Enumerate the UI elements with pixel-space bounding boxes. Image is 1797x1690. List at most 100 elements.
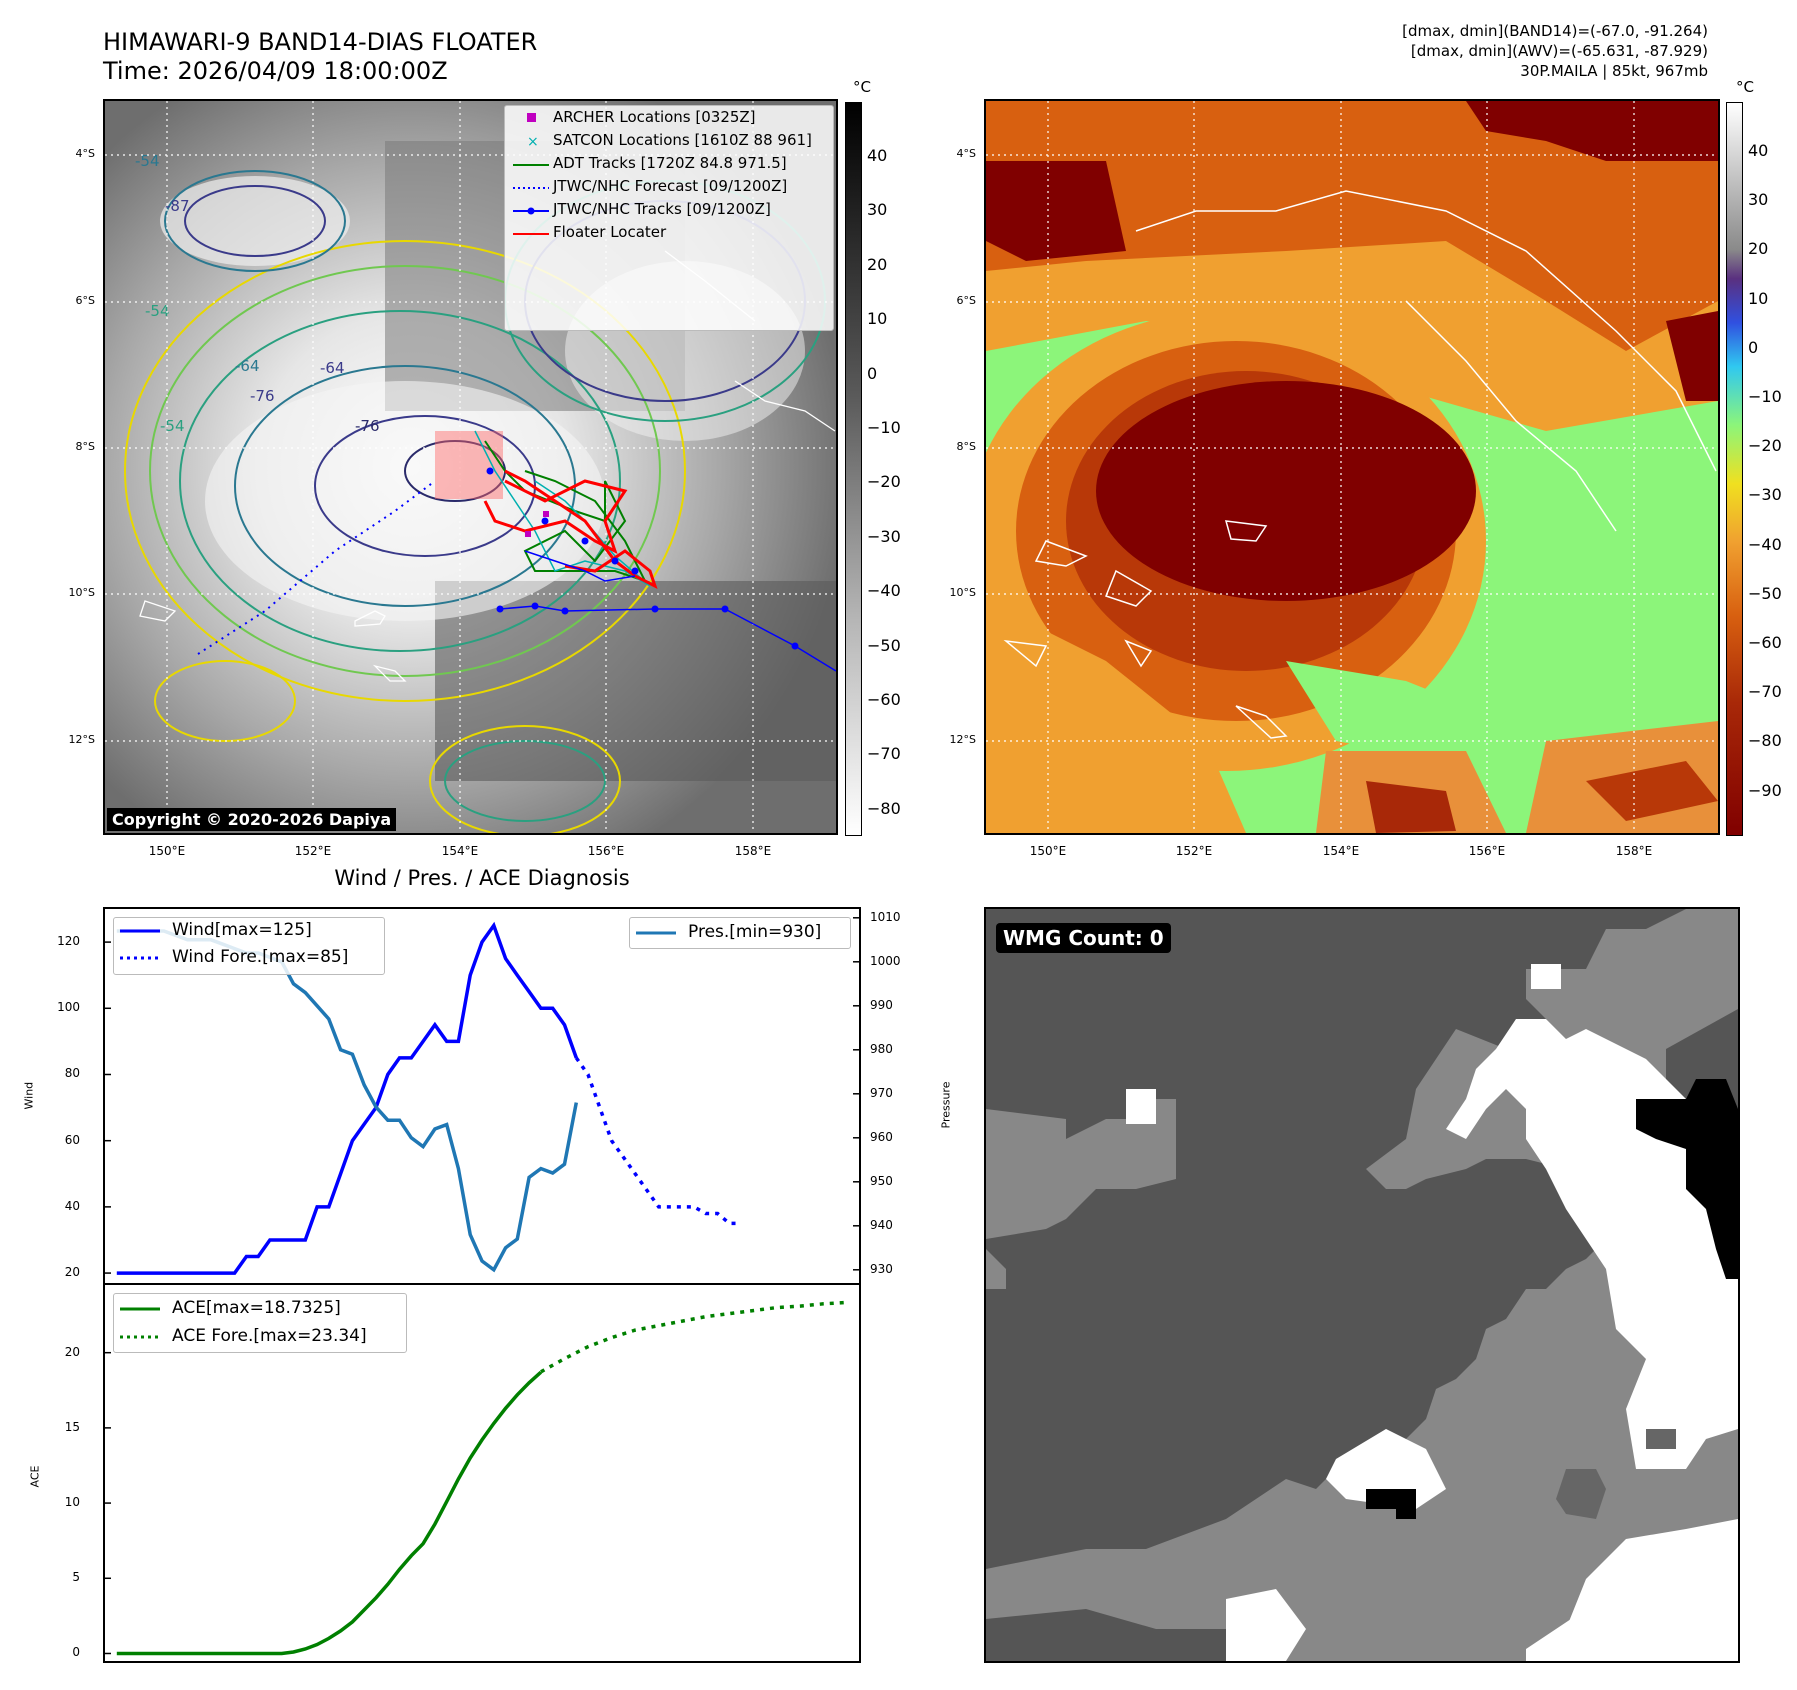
legend-wind-fore: Wind Fore.[max=85] — [120, 947, 349, 967]
pressure-legend: Pres.[min=930] — [629, 917, 851, 949]
pressure-tick: 1010 — [870, 909, 901, 924]
lon-label: 156°E — [1468, 844, 1506, 858]
legend-wind: Wind[max=125] — [120, 920, 312, 940]
ir-colorbar-tick: −10 — [867, 418, 901, 437]
wind-tick: 100 — [57, 1000, 80, 1015]
wind-legend: Wind[max=125] Wind Fore.[max=85] — [113, 917, 385, 975]
awv-colorbar-tick: 10 — [1748, 288, 1769, 308]
wind-line — [116, 921, 578, 1275]
lon-label: 158°E — [1615, 844, 1653, 858]
legend-floater: Floater Locater — [513, 223, 667, 241]
contour-label: -54 — [160, 417, 185, 435]
ir-colorbar-tick: −70 — [867, 744, 901, 764]
pressure-tick: 1000 — [870, 953, 901, 968]
lat-label: 10°S — [68, 586, 95, 599]
lon-label: 154°E — [1322, 844, 1360, 858]
wmg-image — [986, 909, 1738, 1661]
dmax-band14: [dmax, dmin](BAND14)=(-67.0, -91.264) — [1402, 22, 1708, 40]
pressure-tick: 950 — [870, 1173, 893, 1188]
diagnosis-title: Wind / Pres. / ACE Diagnosis — [334, 866, 630, 890]
wind-forecast-line — [574, 1056, 742, 1226]
figure-title: HIMAWARI-9 BAND14-DIAS FLOATER — [103, 28, 538, 56]
contour-label: -76 — [355, 417, 380, 435]
ace-chart — [105, 1300, 848, 1656]
awv-colorbar-tick: −70 — [1748, 682, 1782, 702]
lon-label: 154°E — [441, 844, 479, 858]
legend-ace-fore: ACE Fore.[max=23.34] — [120, 1326, 367, 1346]
lat-label: 4°S — [75, 147, 95, 160]
pressure-line — [116, 929, 579, 1273]
legend-archer: ARCHER Locations [0325Z] — [505, 106, 833, 129]
lat-label: 12°S — [949, 733, 976, 746]
pressure-axis-label: Pressure — [939, 1081, 953, 1129]
lon-label: 150°E — [148, 844, 186, 858]
awv-colorbar-tick: 0 — [1748, 337, 1759, 357]
pressure-tick: 930 — [870, 1261, 893, 1276]
ace-legend: ACE[max=18.7325] ACE Fore.[max=23.34] — [113, 1293, 407, 1353]
ace-tick: 5 — [72, 1570, 80, 1585]
ir-colorbar-unit: °C — [853, 78, 871, 96]
legend-ace: ACE[max=18.7325] — [120, 1298, 341, 1318]
awv-colorbar-tick: −90 — [1748, 780, 1782, 800]
legend-jtwc-tracks: JTWC/NHC Tracks [09/1200Z] — [505, 198, 833, 221]
ir-colorbar-tick: 40 — [867, 146, 888, 165]
ir-colorbar-tick: −40 — [867, 581, 901, 601]
figure-time: Time: 2026/04/09 18:00:00Z — [103, 57, 448, 85]
wind-pressure-panel: Wind[max=125] Wind Fore.[max=85] Pres.[m… — [103, 907, 861, 1285]
awv-colorbar-tick: −50 — [1748, 583, 1782, 603]
pressure-tick: 970 — [870, 1085, 893, 1100]
lat-label: 6°S — [75, 294, 95, 307]
ir-colorbar-tick: −50 — [867, 635, 901, 655]
pressure-tick: 960 — [870, 1129, 893, 1144]
map-legend: ARCHER Locations [0325Z] × SATCON Locatio… — [504, 105, 834, 331]
awv-map-image — [986, 101, 1718, 833]
legend-adt: ADT Tracks [1720Z 84.8 971.5] — [513, 154, 787, 172]
contour-label: -64 — [320, 359, 345, 377]
ace-tick: 10 — [64, 1495, 80, 1510]
pressure-tick: 990 — [870, 997, 893, 1012]
lon-label: 152°E — [294, 844, 332, 858]
wind-tick: 20 — [64, 1265, 80, 1280]
awv-map-panel — [984, 99, 1720, 835]
awv-colorbar-tick: −20 — [1748, 436, 1782, 456]
ir-colorbar-tick: −20 — [867, 472, 901, 492]
ir-colorbar-tick: −80 — [867, 798, 901, 818]
lon-label: 158°E — [734, 844, 772, 858]
wind-tick: 60 — [64, 1132, 80, 1147]
contour-label: -87 — [165, 197, 190, 215]
awv-colorbar-tick: −30 — [1748, 485, 1782, 505]
awv-colorbar-tick: −10 — [1748, 387, 1782, 406]
lon-label: 152°E — [1175, 844, 1213, 858]
legend-pres: Pres.[min=930] — [636, 922, 822, 942]
ace-tick: 15 — [64, 1419, 80, 1434]
awv-colorbar-unit: °C — [1736, 78, 1754, 96]
ir-colorbar-tick: 20 — [867, 254, 888, 274]
lon-label: 156°E — [587, 844, 625, 858]
legend-jtwc-forecast: JTWC/NHC Forecast [09/1200Z] — [513, 177, 788, 195]
ir-colorbar-tick: 0 — [867, 363, 878, 383]
lat-label: 4°S — [956, 147, 976, 160]
ace-panel: ACE[max=18.7325] ACE Fore.[max=23.34] — [103, 1283, 861, 1663]
ace-axis-label: ACE — [28, 1465, 42, 1488]
legend-satcon: × SATCON Locations [1610Z 88 961] — [527, 131, 812, 149]
awv-colorbar-tick: −60 — [1748, 633, 1782, 652]
lon-label: 150°E — [1029, 844, 1067, 858]
wind-tick: 120 — [57, 934, 80, 949]
awv-colorbar — [1726, 102, 1743, 836]
ir-colorbar-tick: 10 — [867, 309, 888, 329]
lat-label: 10°S — [949, 586, 976, 599]
pressure-tick: 940 — [870, 1217, 893, 1232]
contour-label: -54 — [145, 302, 170, 320]
storm-info: 30P.MAILA | 85kt, 967mb — [1520, 62, 1708, 80]
awv-colorbar-tick: −80 — [1748, 731, 1782, 751]
awv-colorbar-tick: 20 — [1748, 239, 1769, 259]
wmg-panel: WMG Count: 0 — [984, 907, 1740, 1663]
pressure-tick: 980 — [870, 1041, 893, 1056]
ace-tick: 20 — [64, 1344, 80, 1359]
ir-colorbar-tick: −60 — [867, 690, 901, 709]
awv-colorbar-tick: 30 — [1748, 190, 1769, 210]
awv-colorbar-tick: −40 — [1748, 534, 1782, 554]
contour-label: -76 — [250, 387, 275, 405]
ir-colorbar-tick: 30 — [867, 200, 888, 220]
ir-colorbar-tick: −30 — [867, 526, 901, 546]
